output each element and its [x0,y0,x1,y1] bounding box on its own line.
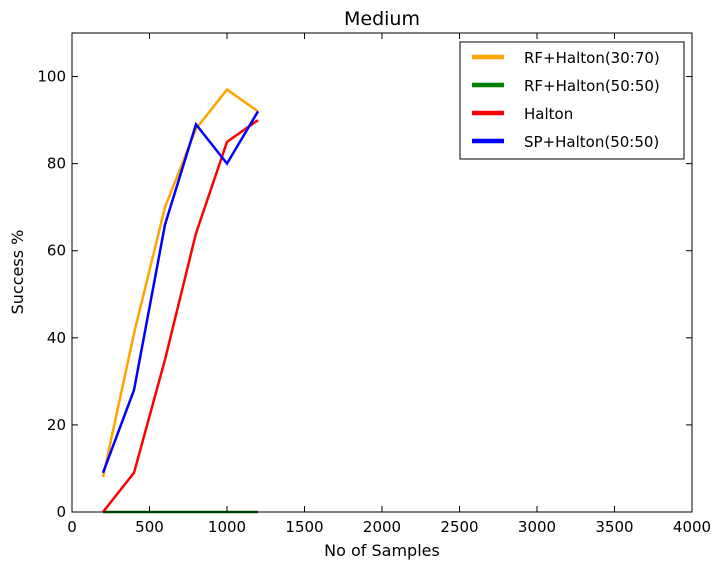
x-tick-label: 2500 [440,518,478,536]
legend-label-2: RF+Halton(50:50) [524,77,660,95]
series-line-4 [101,110,260,474]
y-tick-label: 20 [47,416,66,434]
y-axis-title: Success % [8,230,27,315]
x-tick-label: 500 [135,518,164,536]
plot-lines [101,87,260,514]
y-axis-ticks: 0 20 40 60 80 100 [37,68,692,521]
y-tick-label: 80 [47,155,66,173]
chart-title: Medium [344,8,420,30]
x-axis-title: No of Samples [324,541,440,560]
series-line-1 [101,87,259,478]
y-tick-label: 40 [47,329,66,347]
legend-label-3: Halton [524,105,573,123]
x-tick-label: 0 [67,518,77,536]
legend: RF+Halton(30:70) RF+Halton(50:50) Halton SP… [459,41,685,160]
y-tick-label: 100 [37,68,66,86]
x-tick-label: 2000 [363,518,401,536]
x-tick-label: 3000 [518,518,556,536]
x-tick-label: 1500 [285,518,323,536]
y-tick-label: 60 [47,242,66,260]
x-tick-label: 3500 [595,518,633,536]
y-tick-label: 0 [56,503,66,521]
x-axis-ticks: 0 500 1000 1500 2000 2500 3000 3500 4000 [67,33,711,536]
x-tick-label: 4000 [673,518,711,536]
legend-label-4: SP+Halton(50:50) [524,133,659,151]
series-line-3 [102,119,259,513]
legend-label-1: RF+Halton(30:70) [524,49,660,67]
x-tick-label: 1000 [208,518,246,536]
